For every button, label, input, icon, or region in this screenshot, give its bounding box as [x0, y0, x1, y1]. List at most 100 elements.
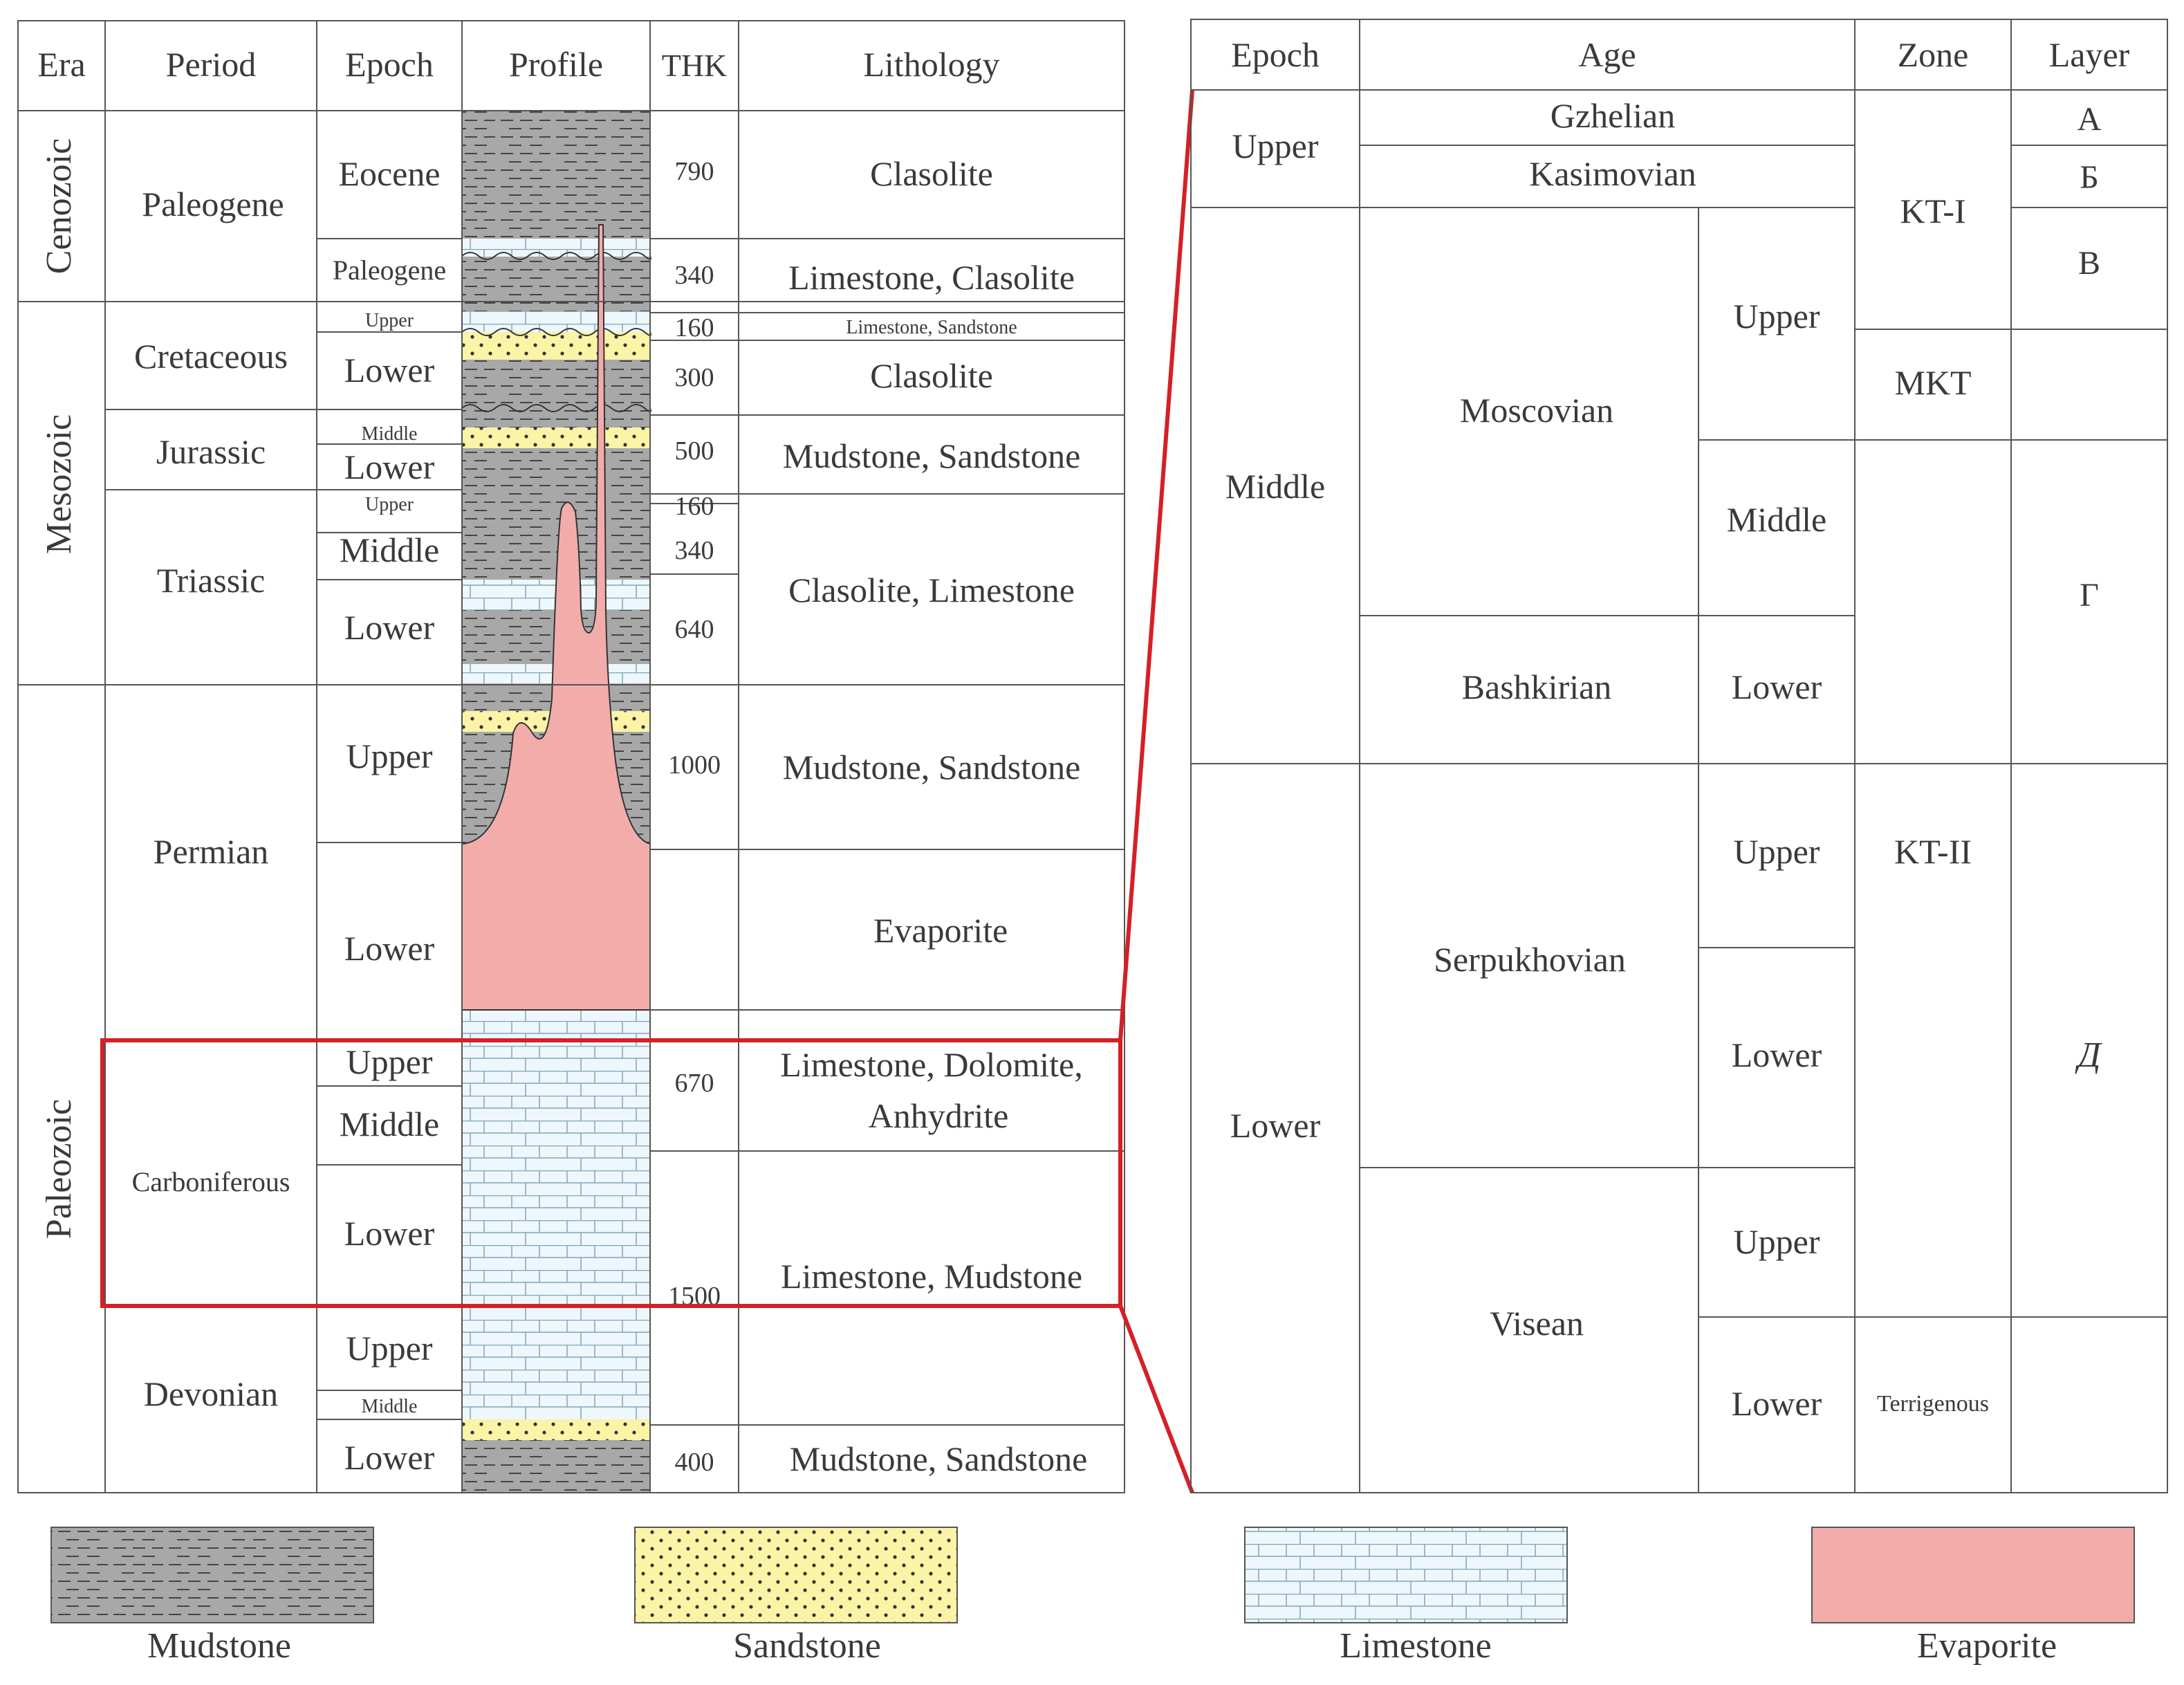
thk-eocene: 790 [675, 157, 714, 186]
lith-devonian-lower: Mudstone, Sandstone [790, 1439, 1088, 1478]
r-epoch-lower: Lower [1230, 1106, 1321, 1145]
zone-mkt: MKT [1894, 363, 1971, 402]
r-epoch-middle: Middle [1225, 467, 1325, 506]
thk-cretaceous-upper: 160 [675, 313, 714, 342]
period-paleogene: Paleogene [142, 185, 284, 223]
lith-carb-upper-1: Limestone, Dolomite, [780, 1045, 1082, 1084]
thk-jurassic: 500 [675, 436, 714, 466]
epoch-jurassic-middle: Middle [362, 423, 418, 445]
bed-limestone-2 [462, 311, 650, 332]
bed-sandstone-2 [462, 427, 650, 448]
unconformity-3 [461, 404, 651, 412]
subage-serpukhovian-upper: Upper [1734, 832, 1820, 871]
age-bashkirian: Bashkirian [1462, 667, 1612, 706]
thk-carb-upper: 670 [675, 1069, 714, 1098]
right-table-grid [1190, 19, 2168, 1493]
epoch-permian-upper: Upper [346, 737, 433, 775]
legend-label-sandstone: Sandstone [733, 1626, 881, 1666]
lith-jurassic: Mudstone, Sandstone [783, 436, 1081, 475]
era-mesozoic: Mesozoic [39, 414, 79, 554]
unconformity-2 [461, 328, 651, 336]
bed-limestone-1 [462, 239, 650, 257]
lith-cretaceous-upper: Limestone, Sandstone [846, 317, 1017, 338]
bed-mudstone-dev [462, 1440, 650, 1493]
era-cenozoic: Cenozoic [39, 138, 79, 274]
zone-kt1: KT-I [1900, 192, 1965, 230]
zone-kt2: KT-II [1894, 832, 1972, 871]
age-kasimovian: Kasimovian [1529, 154, 1696, 193]
lith-eocene: Clasolite [870, 154, 993, 193]
header-period: Period [166, 45, 257, 84]
right-table-text: Epoch Age Zone Layer Upper Middle Lower … [1225, 35, 2130, 1423]
subage-bashkirian-lower: Lower [1732, 667, 1822, 706]
legend-label-limestone: Limestone [1340, 1626, 1492, 1666]
subage-visean-upper: Upper [1734, 1222, 1820, 1261]
r-header-age: Age [1578, 35, 1636, 74]
epoch-triassic-lower: Lower [344, 608, 435, 647]
thk-permian-upper: 1000 [668, 751, 721, 780]
highlight-connector-top [1118, 89, 1194, 1041]
period-devonian: Devonian [144, 1374, 278, 1413]
epoch-cretaceous-lower: Lower [344, 351, 435, 389]
thk-paleogene: 340 [675, 261, 714, 290]
r-epoch-upper: Upper [1232, 127, 1319, 165]
thk-cretaceous-lower: 300 [675, 363, 714, 392]
layer-v: В [2078, 245, 2100, 282]
lith-triassic: Clasolite, Limestone [788, 571, 1075, 609]
legend-swatch-mudstone [50, 1527, 374, 1623]
subage-moscovian-middle: Middle [1727, 500, 1826, 539]
layer-a: А [2077, 101, 2102, 138]
lith-permian-upper: Mudstone, Sandstone [783, 748, 1081, 786]
r-header-layer: Layer [2049, 35, 2130, 74]
lith-carb-lower: Limestone, Mudstone [781, 1257, 1082, 1296]
period-triassic: Triassic [157, 561, 266, 600]
epoch-devonian-upper: Upper [346, 1329, 433, 1368]
subage-moscovian-upper: Upper [1734, 297, 1820, 335]
epoch-eocene: Eocene [338, 154, 440, 193]
epoch-triassic-middle: Middle [340, 531, 439, 569]
left-table-grid [17, 20, 1125, 1493]
age-gzhelian: Gzhelian [1551, 96, 1675, 135]
lith-permian-lower: Evaporite [873, 911, 1008, 950]
period-cretaceous: Cretaceous [134, 337, 288, 376]
age-serpukhovian: Serpukhovian [1434, 940, 1626, 979]
header-thk: THK [662, 48, 728, 83]
period-permian: Permian [154, 832, 269, 871]
epoch-paleogene: Paleogene [333, 255, 446, 286]
left-table-text: Era Period Epoch Profile THK Lithology C… [37, 45, 1087, 1478]
period-jurassic: Jurassic [156, 432, 266, 471]
header-profile: Profile [509, 45, 603, 84]
bed-sandstone-dev [462, 1419, 650, 1440]
bed-limestone-carb [462, 1010, 650, 1425]
age-moscovian: Moscovian [1460, 391, 1613, 430]
thk-triassic-upper: 160 [675, 492, 714, 521]
layer-b: Б [2080, 159, 2099, 196]
epoch-jurassic-lower: Lower [344, 448, 435, 486]
header-epoch: Epoch [345, 45, 434, 84]
header-lithology: Lithology [863, 45, 999, 84]
epoch-devonian-middle: Middle [362, 1396, 418, 1417]
subage-serpukhovian-lower: Lower [1732, 1035, 1822, 1074]
age-visean: Visean [1490, 1304, 1584, 1343]
epoch-permian-lower: Lower [344, 929, 435, 968]
epoch-devonian-lower: Lower [344, 1438, 435, 1477]
thk-triassic-lower: 640 [675, 615, 714, 644]
legend-swatch-limestone [1244, 1527, 1568, 1623]
lith-paleogene: Limestone, Clasolite [788, 258, 1075, 297]
thk-devonian-lower: 400 [675, 1448, 714, 1477]
epoch-triassic-upper: Upper [365, 494, 414, 515]
lith-cretaceous-lower: Clasolite [870, 356, 993, 395]
lith-carb-upper-2: Anhydrite [869, 1096, 1009, 1135]
layer-d: Д [2074, 1035, 2102, 1075]
highlight-box [100, 1038, 1122, 1308]
legend-label-mudstone: Mudstone [147, 1626, 291, 1666]
epoch-carb-lower: Lower [344, 1214, 435, 1253]
r-header-epoch: Epoch [1231, 35, 1320, 74]
thk-triassic-middle: 340 [675, 536, 714, 565]
profile-column [461, 111, 651, 1493]
epoch-carb-upper: Upper [346, 1042, 433, 1081]
period-carboniferous: Carboniferous [132, 1166, 290, 1197]
unconformity-1 [461, 252, 651, 260]
zone-terrigenous: Terrigenous [1877, 1391, 1989, 1417]
